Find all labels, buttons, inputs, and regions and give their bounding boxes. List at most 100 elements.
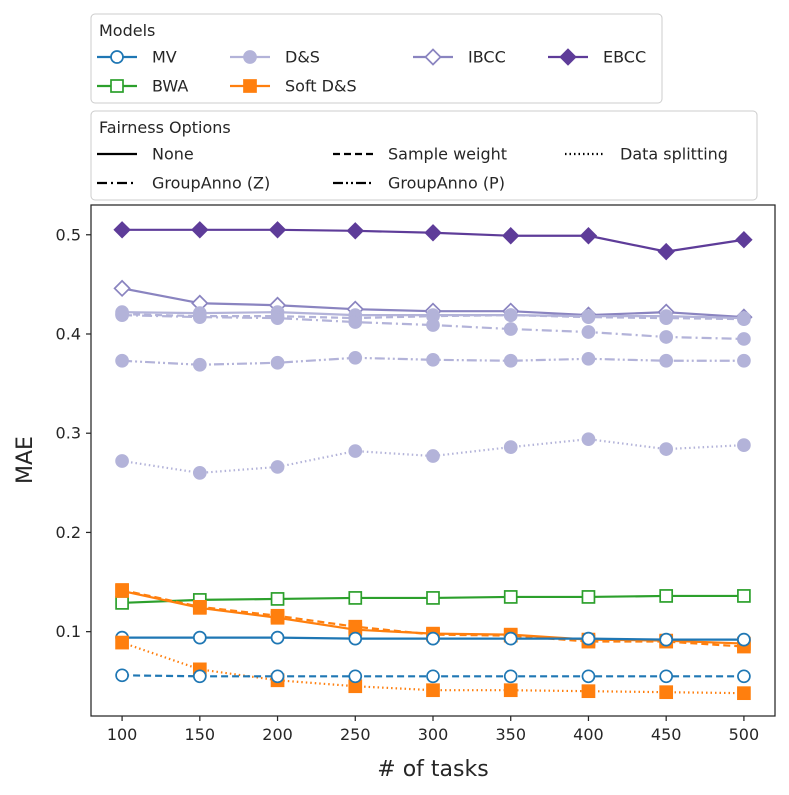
point-dands-sample-weight [737, 312, 751, 326]
point-ebcc-none [424, 224, 442, 242]
legend-model-soft-dands: Soft D&S [230, 77, 357, 96]
point-soft-dands-data-splitting [115, 635, 129, 650]
series-dands-groupanno-z [115, 308, 751, 346]
point-ebcc-none [113, 221, 131, 239]
line-dands-data-splitting [121, 438, 744, 475]
legend-fairness-sample-weight: Sample weight [333, 145, 507, 164]
point-ebcc-none [502, 227, 520, 245]
legend-label: Data splitting [620, 145, 728, 164]
legend-label: Sample weight [388, 145, 507, 164]
legend-marker [243, 50, 257, 64]
point-soft-dands-sample-weight [270, 608, 285, 623]
point-dands-data-splitting [426, 449, 440, 463]
point-dands-groupanno-p [737, 353, 751, 368]
point-bwa-none [659, 589, 674, 603]
x-axis-label: # of tasks [377, 757, 488, 782]
point-ebcc-none [735, 231, 753, 249]
point-mv-sample-weight [581, 669, 596, 684]
point-ebcc-none [657, 242, 675, 261]
y-tick-label: 0.1 [56, 622, 81, 641]
point-dands-groupanno-p [270, 355, 285, 370]
point-soft-dands-data-splitting [581, 684, 596, 699]
x-axis-ticks: 100 150 200 250 300 350 400 450 500 [107, 716, 759, 744]
series-ebcc-none [113, 221, 753, 261]
legend-marker [243, 79, 257, 93]
legend-model-ebcc: EBCC [548, 48, 646, 67]
legend-label: BWA [152, 77, 188, 96]
point-mv-sample-weight [737, 669, 751, 684]
point-dands-groupanno-z [270, 311, 285, 325]
point-soft-dands-sample-weight [348, 619, 363, 634]
point-ibcc-none [113, 279, 131, 298]
point-mv-none [737, 632, 751, 647]
legend-marker [110, 50, 124, 64]
point-dands-data-splitting [348, 444, 363, 458]
point-dands-data-splitting [270, 460, 285, 474]
point-mv-sample-weight [659, 669, 674, 684]
point-dands-sample-weight [581, 310, 596, 324]
point-dands-data-splitting [192, 466, 207, 480]
series-layer [113, 221, 753, 701]
point-dands-groupanno-p [659, 353, 674, 368]
legend-label: None [152, 145, 194, 164]
x-tick-label: 450 [651, 725, 682, 744]
x-tick-label: 250 [340, 725, 371, 744]
legend-marker [559, 48, 577, 66]
x-tick-label: 400 [573, 725, 604, 744]
legend-label: GroupAnno (Z) [152, 174, 270, 193]
point-dands-groupanno-z [659, 330, 674, 344]
legend-label: IBCC [468, 48, 506, 67]
legend-label: MV [152, 48, 177, 67]
legend-marker [110, 79, 124, 93]
point-soft-dands-data-splitting [737, 686, 751, 701]
line-dands-groupanno-z [122, 314, 744, 341]
point-dands-groupanno-p [348, 350, 363, 365]
point-mv-none [659, 632, 674, 647]
point-dands-groupanno-z [737, 332, 751, 346]
point-mv-none [581, 631, 596, 646]
point-soft-dands-data-splitting [503, 683, 518, 698]
point-ebcc-none [579, 227, 598, 245]
point-dands-groupanno-z [581, 325, 596, 339]
series-bwa-none [115, 589, 751, 610]
point-dands-data-splitting [115, 454, 129, 468]
point-bwa-none [426, 591, 440, 605]
point-dands-data-splitting [581, 432, 596, 447]
fairness-legend: Fairness Options None Sample weight Data s… [90, 110, 758, 201]
y-tick-label: 0.5 [56, 225, 81, 244]
point-mv-none [426, 631, 440, 646]
point-dands-groupanno-p [192, 357, 207, 372]
point-mv-none [270, 630, 285, 645]
legend-model-ibcc: IBCC [413, 48, 506, 67]
y-axis-label: MAE [13, 436, 38, 484]
point-dands-groupanno-z [426, 318, 440, 332]
x-tick-label: 100 [107, 725, 138, 744]
point-dands-sample-weight [659, 311, 674, 325]
legend-model-mv: MV [97, 48, 177, 67]
point-bwa-none [503, 590, 518, 604]
point-mv-none [348, 631, 363, 646]
series-mv-sample-weight [115, 668, 751, 684]
point-bwa-none [270, 592, 285, 606]
point-dands-data-splitting [503, 440, 518, 454]
y-tick-label: 0.2 [56, 523, 81, 542]
legend-marker [424, 48, 442, 66]
point-mv-sample-weight [348, 669, 363, 684]
point-ebcc-none [346, 222, 364, 240]
point-bwa-none [115, 596, 129, 610]
point-dands-groupanno-z [503, 322, 518, 336]
legend-label: Soft D&S [285, 77, 357, 96]
models-legend-box [90, 13, 663, 104]
y-tick-label: 0.4 [56, 324, 81, 343]
point-soft-dands-data-splitting [426, 683, 440, 698]
models-legend: Models MV D&S IBCC EBCC BWA Soft D&S [90, 13, 663, 104]
x-tick-label: 150 [185, 725, 216, 744]
point-soft-dands-sample-weight [115, 583, 129, 597]
legend-label: EBCC [603, 48, 646, 67]
legend-fairness-data-splitting: Data splitting [565, 145, 728, 164]
fairness-legend-title: Fairness Options [99, 118, 231, 137]
legend-model-dands: D&S [230, 48, 320, 67]
point-bwa-none [581, 590, 596, 604]
x-tick-label: 350 [495, 725, 526, 744]
